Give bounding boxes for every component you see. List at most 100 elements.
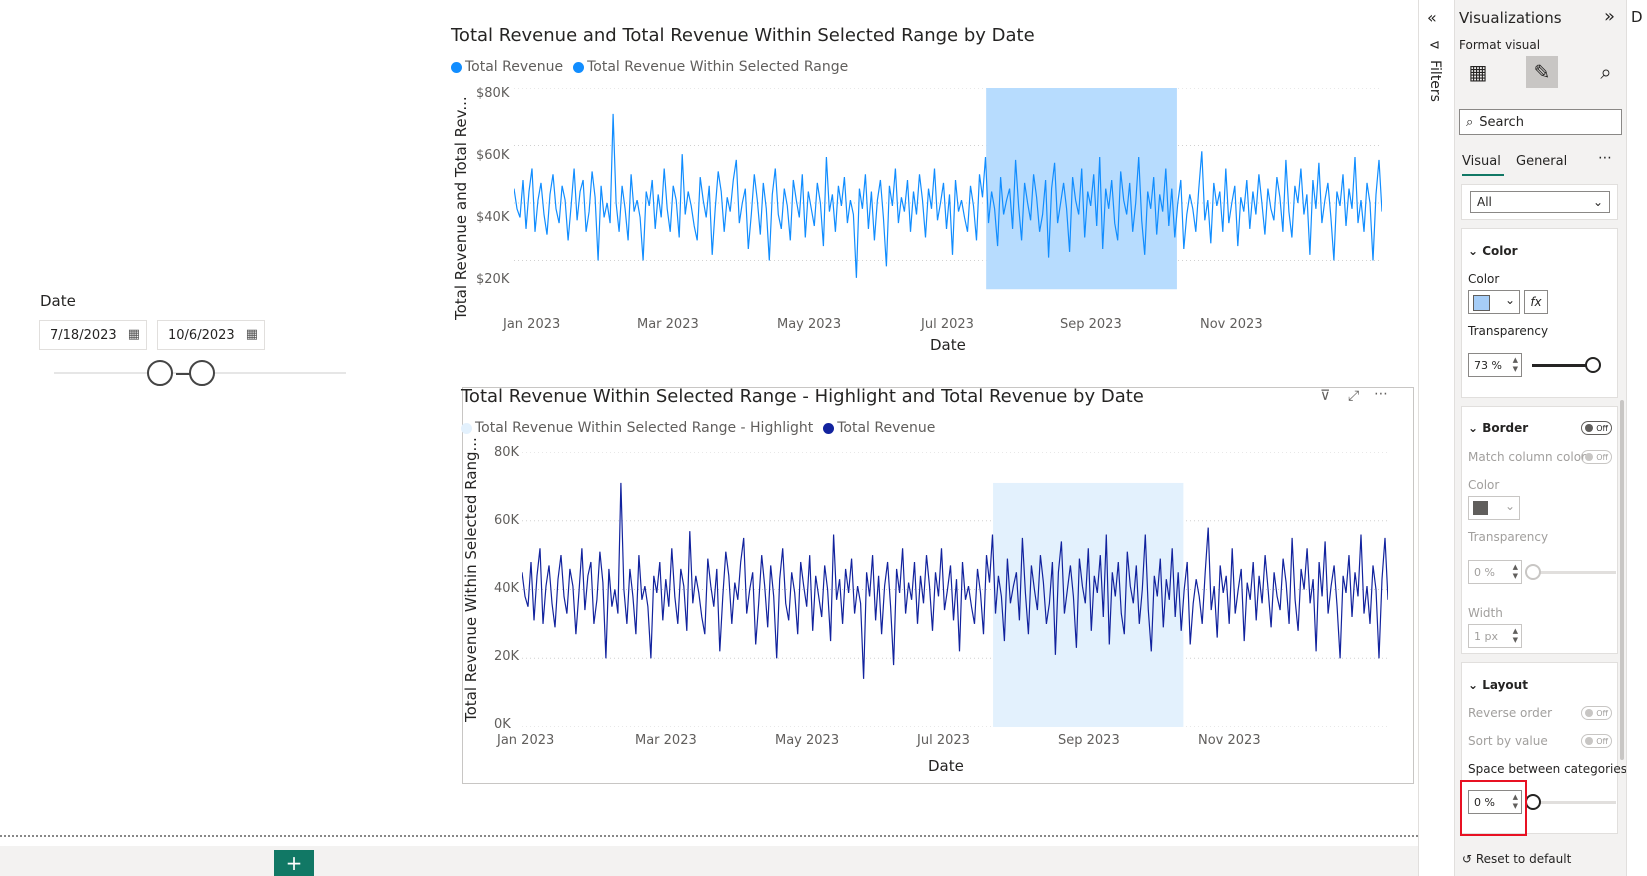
tab-visual[interactable]: Visual xyxy=(1462,154,1501,169)
legend-item[interactable]: Total Revenue Within Selected Range xyxy=(573,59,848,75)
chevron-down-icon: ⌄ xyxy=(1592,195,1603,209)
color-swatch xyxy=(1473,501,1488,515)
toggle-label: Off xyxy=(1596,452,1608,462)
x-tick: Jul 2023 xyxy=(921,317,974,332)
toggle-label: Off xyxy=(1596,736,1608,746)
x-tick: Sep 2023 xyxy=(1058,733,1120,748)
section-title: Border xyxy=(1482,421,1529,435)
data-pane-label: D xyxy=(1631,8,1643,26)
more-options-icon[interactable]: ⋯ xyxy=(1598,150,1612,166)
chevron-down-icon: ⌄ xyxy=(1468,421,1483,435)
build-visual-icon[interactable]: ▦ xyxy=(1468,60,1488,84)
section-title: Color xyxy=(1482,244,1518,258)
color-picker[interactable]: ⌄ xyxy=(1468,290,1520,314)
y-tick: 80K xyxy=(494,445,520,460)
calendar-icon[interactable]: ▦ xyxy=(127,327,140,342)
y-tick: 20K xyxy=(494,649,520,664)
color-section-header[interactable]: ⌄ Color xyxy=(1468,244,1518,258)
data-pane-collapsed[interactable]: D xyxy=(1626,0,1647,876)
border-transparency-label: Transparency xyxy=(1468,530,1549,544)
double-chevron-left-icon[interactable]: « xyxy=(1427,8,1437,27)
total-revenue-line xyxy=(522,482,1388,679)
chart2-y-axis-title: Total Revenue Within Selected Rang... xyxy=(462,437,480,722)
legend-label: Total Revenue Within Selected Range xyxy=(587,59,849,75)
border-toggle[interactable]: Off xyxy=(1581,421,1612,435)
focus-mode-icon[interactable]: ⤢ xyxy=(1348,388,1360,404)
border-transparency-slider-track[interactable] xyxy=(1532,571,1616,574)
border-color-label: Color xyxy=(1468,478,1500,492)
chart1-title: Total Revenue and Total Revenue Within S… xyxy=(451,25,1035,46)
reverse-order-toggle[interactable]: Off xyxy=(1581,706,1612,720)
chart2-plot[interactable] xyxy=(522,452,1388,727)
border-card xyxy=(1461,406,1618,654)
section-title: Layout xyxy=(1482,678,1528,692)
border-color-picker[interactable]: ⌄ xyxy=(1468,496,1520,520)
pane-title: Visualizations xyxy=(1459,9,1562,27)
chart1-plot[interactable] xyxy=(514,88,1382,318)
reverse-order-label: Reverse order xyxy=(1468,706,1553,720)
pane-scrollbar[interactable] xyxy=(1620,400,1624,760)
legend-item[interactable]: Total Revenue Within Selected Range - Hi… xyxy=(461,420,813,436)
spinner-arrows-icon[interactable]: ▲ ▼ xyxy=(1512,356,1518,373)
x-tick: Jan 2023 xyxy=(503,317,561,332)
border-width-label: Width xyxy=(1468,606,1503,620)
spinner-arrows-icon[interactable]: ▲ ▼ xyxy=(1512,563,1518,580)
sort-by-value-label: Sort by value xyxy=(1468,734,1548,748)
spinner-arrows-icon[interactable]: ▲ ▼ xyxy=(1512,627,1518,644)
double-chevron-right-icon[interactable]: » xyxy=(1604,6,1616,27)
border-transparency-spinner[interactable]: 0 % ▲ ▼ xyxy=(1468,560,1522,584)
analytics-icon[interactable]: ⌕ xyxy=(1600,60,1612,84)
chevron-down-icon: ⌄ xyxy=(1468,244,1483,258)
total-revenue-line xyxy=(514,113,1382,278)
space-value: 0 % xyxy=(1474,795,1495,809)
selected-range-band xyxy=(993,482,1184,727)
x-tick: Sep 2023 xyxy=(1060,317,1122,332)
conditional-format-button[interactable]: fx xyxy=(1524,290,1548,314)
end-date-input[interactable]: 10/6/2023 ▦ xyxy=(157,320,265,350)
border-transparency-slider-handle[interactable] xyxy=(1525,564,1541,580)
filter-icon[interactable]: ⊽ xyxy=(1320,388,1331,404)
border-width-value: 1 px xyxy=(1474,629,1498,643)
spinner-arrows-icon[interactable]: ▲ ▼ xyxy=(1512,793,1518,810)
chevron-down-icon: ⌄ xyxy=(1504,293,1515,307)
space-slider-handle[interactable] xyxy=(1525,794,1541,810)
date-slider-start-handle[interactable] xyxy=(147,360,173,386)
legend-item[interactable]: Total Revenue xyxy=(451,59,563,75)
reset-to-default-button[interactable]: ↺ Reset to default xyxy=(1462,852,1571,866)
space-slider-track[interactable] xyxy=(1532,801,1616,804)
x-tick: Jul 2023 xyxy=(917,733,970,748)
slicer-title: Date xyxy=(40,292,76,310)
canvas-bottom-border xyxy=(0,835,1418,837)
end-date-value: 10/6/2023 xyxy=(168,327,235,343)
border-section-header[interactable]: ⌄ Border xyxy=(1468,421,1528,435)
space-between-categories-spinner[interactable]: 0 % ▲ ▼ xyxy=(1468,790,1522,814)
format-visual-icon[interactable]: ✎ xyxy=(1526,56,1558,88)
y-tick: $60K xyxy=(476,148,510,163)
search-input[interactable]: ⌕ Search xyxy=(1459,109,1622,135)
page-tabs-bar xyxy=(0,846,1418,876)
layout-section-header[interactable]: ⌄ Layout xyxy=(1468,678,1528,692)
transparency-slider-handle[interactable] xyxy=(1585,357,1602,373)
tab-general[interactable]: General xyxy=(1516,154,1568,169)
border-width-spinner[interactable]: 1 px ▲ ▼ xyxy=(1468,624,1522,648)
filters-label[interactable]: Filters xyxy=(1427,60,1443,102)
chart1-x-axis-title: Date xyxy=(930,336,966,354)
transparency-slider-track[interactable] xyxy=(1532,364,1594,367)
match-column-color-label: Match column color xyxy=(1468,450,1586,464)
sort-by-value-toggle[interactable]: Off xyxy=(1581,734,1612,748)
more-options-icon[interactable]: ⋯ xyxy=(1374,386,1388,402)
match-column-color-toggle[interactable]: Off xyxy=(1581,450,1612,464)
x-tick: May 2023 xyxy=(775,733,840,748)
series-dropdown[interactable]: All ⌄ xyxy=(1470,191,1610,213)
chart2-frame[interactable] xyxy=(462,387,1414,784)
date-slider-end-handle[interactable] xyxy=(189,360,215,386)
filters-pane-collapsed[interactable]: « ⊲ xyxy=(1418,0,1455,876)
transparency-spinner[interactable]: 73 % ▲ ▼ xyxy=(1468,353,1522,377)
search-placeholder: Search xyxy=(1479,114,1524,130)
color-swatch xyxy=(1473,295,1490,311)
active-tab-indicator xyxy=(1462,174,1504,176)
start-date-input[interactable]: 7/18/2023 ▦ xyxy=(39,320,147,350)
legend-item[interactable]: Total Revenue xyxy=(823,420,935,436)
calendar-icon[interactable]: ▦ xyxy=(245,327,258,342)
add-page-button[interactable]: + xyxy=(274,850,314,876)
